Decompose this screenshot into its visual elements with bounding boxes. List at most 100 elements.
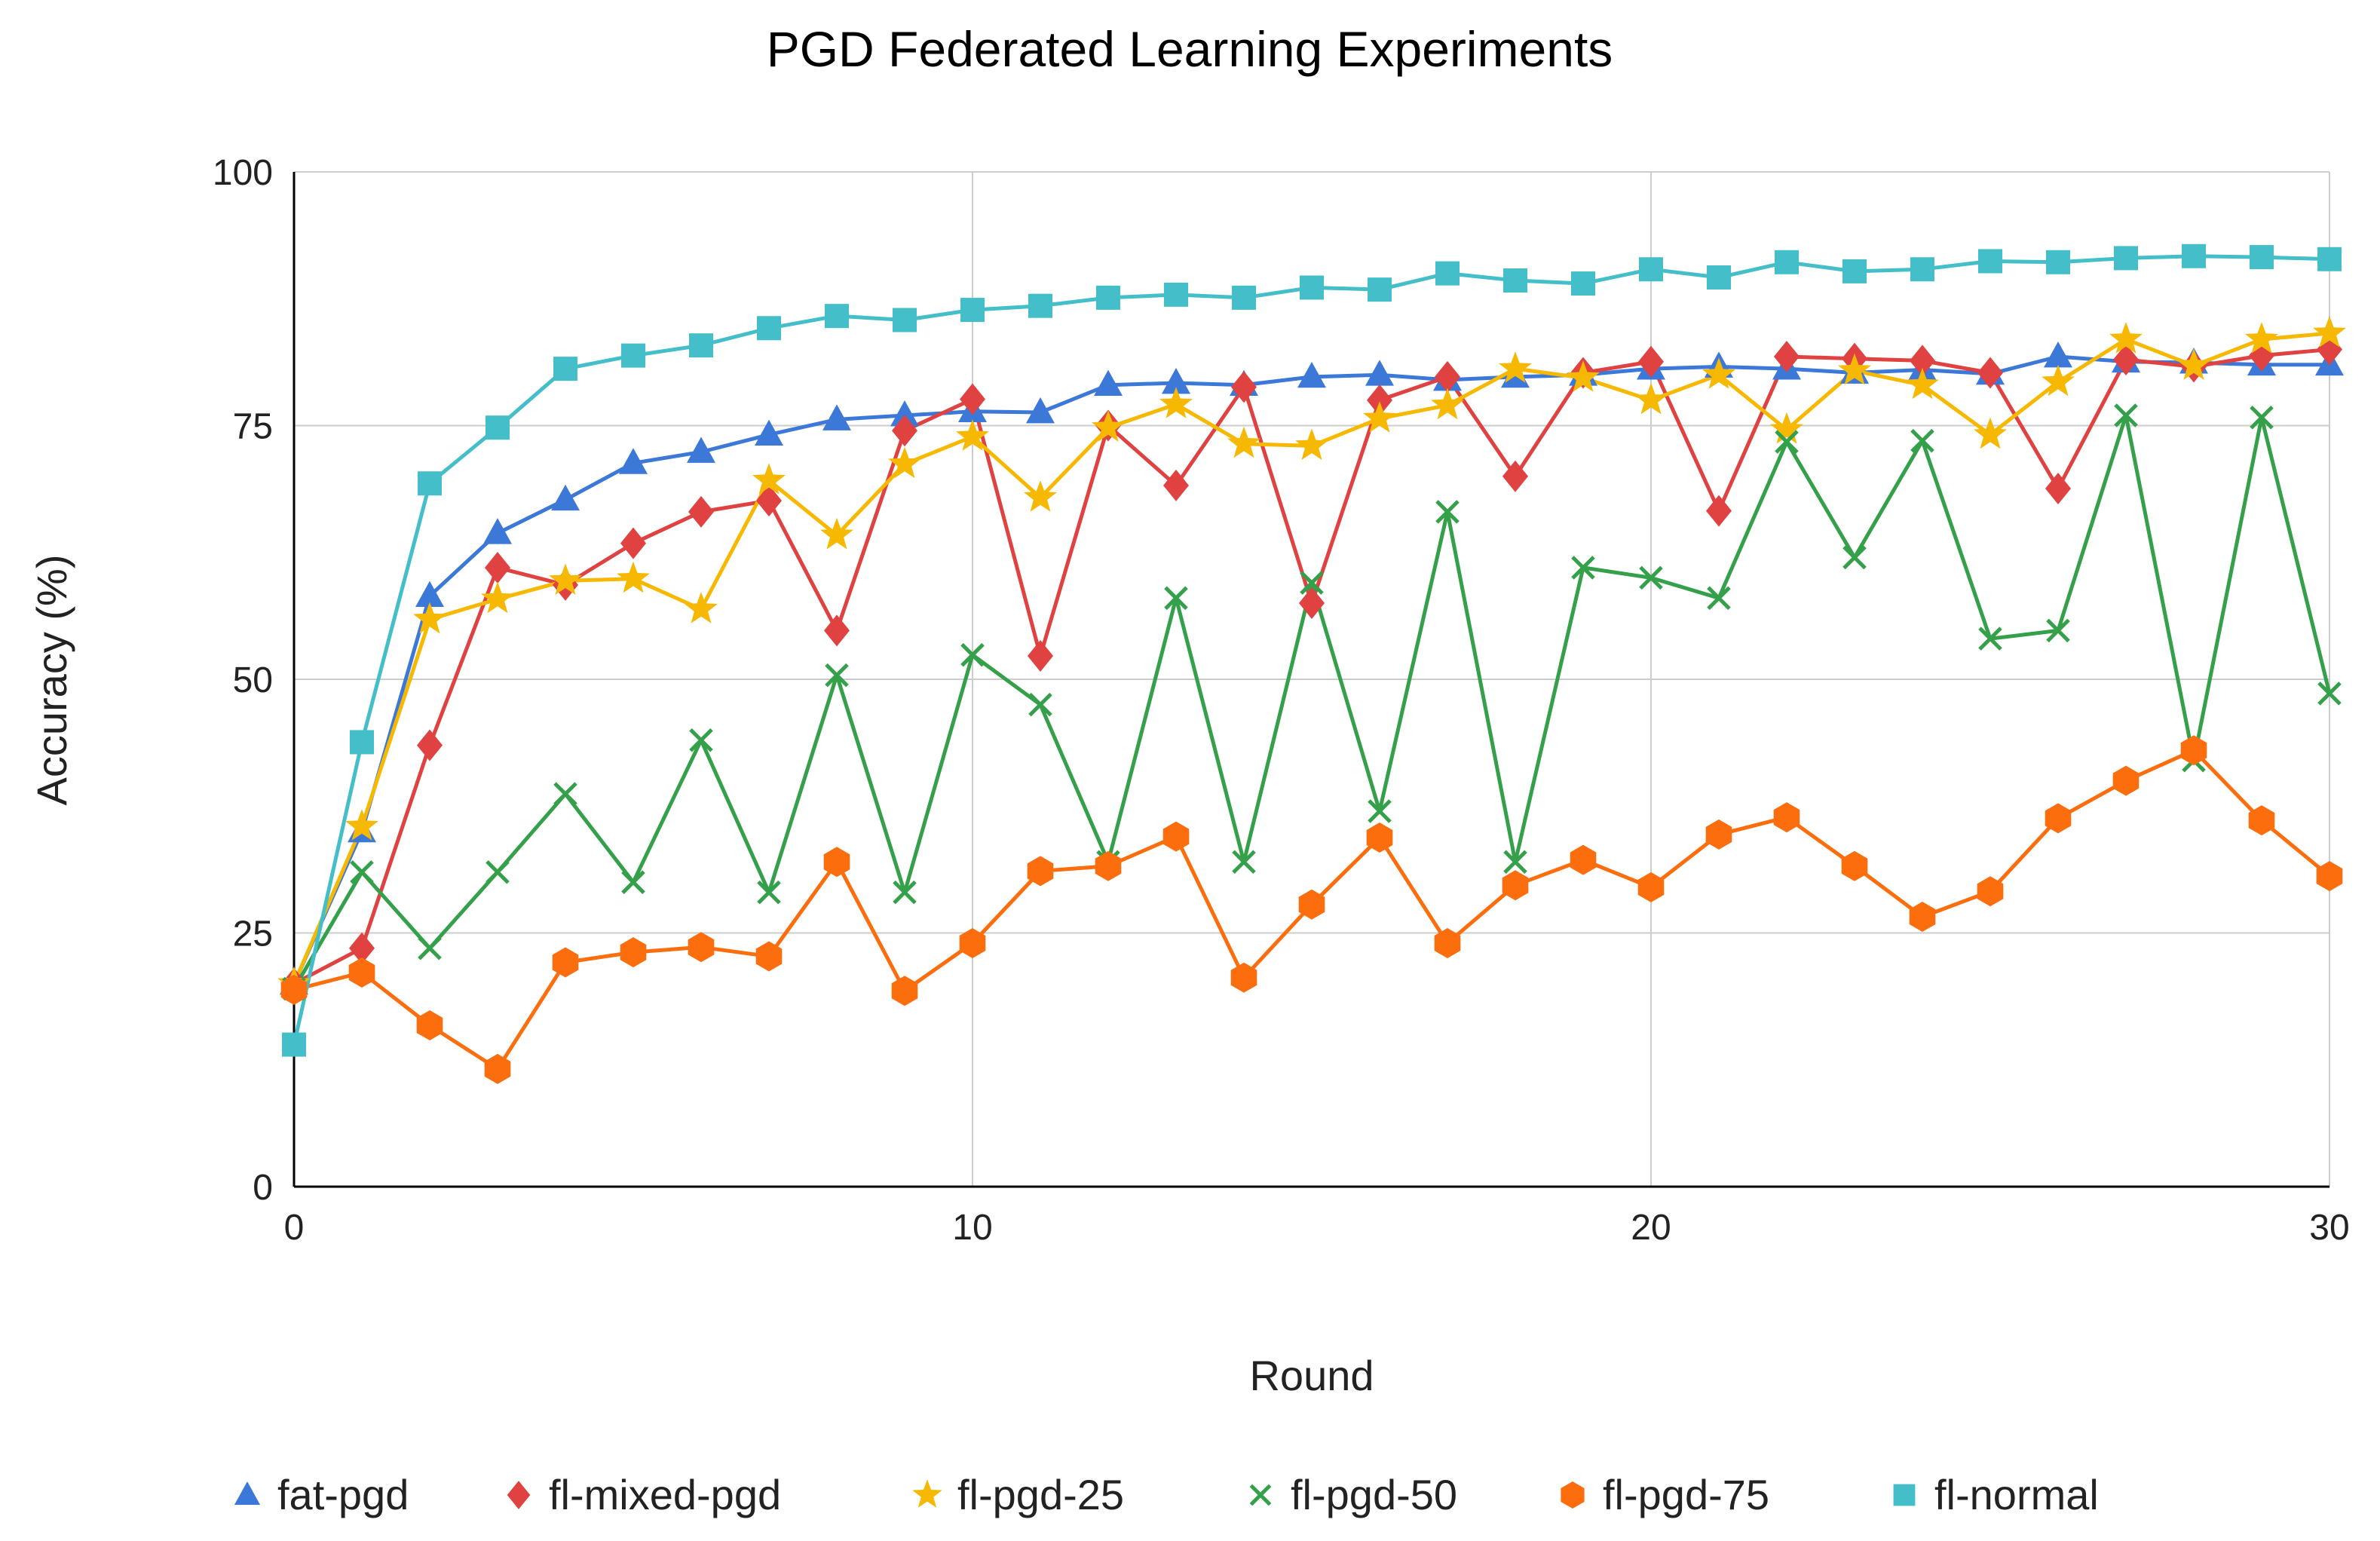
- data-point-fl-pgd-25: [888, 446, 921, 479]
- legend: fat-pgd fl-mixed-pgd fl-pgd-25 fl-pgd-50 fl-…: [234, 1471, 2099, 1518]
- data-point-fl-pgd-50: [960, 642, 985, 667]
- data-point-fl-pgd-50: [1368, 799, 1392, 823]
- data-point-fl-pgd-50: [553, 782, 577, 806]
- data-point-fl-pgd-50-stroke: [1571, 556, 1595, 580]
- data-point-fl-pgd-50: [893, 880, 917, 905]
- data-point-fl-pgd-50-stroke: [1164, 586, 1188, 611]
- x-tick-label: 0: [284, 1208, 305, 1248]
- data-point-fl-normal: [1435, 261, 1460, 286]
- data-point-fl-pgd-50: [757, 880, 781, 905]
- data-point-fl-pgd-75: [1366, 823, 1393, 853]
- legend-label: fl-mixed-pgd: [549, 1471, 781, 1518]
- data-point-fl-pgd-75: [1773, 802, 1800, 833]
- y-axis-title: Accuracy (%): [28, 555, 75, 806]
- data-point-fl-normal: [2182, 244, 2206, 268]
- data-point-fl-normal: [1028, 293, 1052, 318]
- data-point-fl-pgd-25: [1567, 360, 1600, 392]
- data-point-fl-pgd-75: [688, 932, 715, 963]
- data-point-fl-normal: [1164, 282, 1188, 307]
- data-point-fl-pgd-75: [1230, 962, 1257, 993]
- data-point-fl-normal: [1842, 259, 1867, 283]
- data-point-fl-normal: [689, 333, 713, 358]
- data-point-fl-normal: [1368, 277, 1392, 302]
- data-point-fl-pgd-25: [685, 592, 718, 623]
- legend-item-fl-pgd-25: fl-pgd-25: [912, 1471, 1124, 1518]
- data-point-fl-mixed-pgd: [1910, 345, 1935, 377]
- data-point-fl-pgd-75: [1977, 876, 2004, 907]
- data-point-fl-pgd-50-stroke: [621, 870, 645, 894]
- data-point-fl-pgd-25: [1974, 417, 2007, 449]
- data-point-fl-pgd-50-stroke: [418, 936, 442, 960]
- data-point-fat-pgd: [415, 581, 444, 608]
- legend-item-fl-mixed-pgd: fl-mixed-pgd: [507, 1471, 781, 1518]
- data-point-fl-pgd-75: [484, 1053, 511, 1084]
- series-layer: [277, 244, 2346, 1084]
- data-point-fl-pgd-50: [485, 859, 510, 884]
- data-point-fl-normal: [1571, 271, 1595, 296]
- data-point-fl-pgd-75: [552, 947, 579, 978]
- data-point-fl-pgd-25: [2177, 348, 2210, 380]
- data-point-fl-pgd-75: [2248, 805, 2275, 836]
- data-point-fat-pgd: [755, 419, 783, 446]
- data-point-fl-pgd-50: [1435, 500, 1460, 524]
- data-point-fl-pgd-50: [2046, 618, 2070, 643]
- data-point-fl-pgd-50-stroke: [485, 859, 510, 884]
- data-point-fl-mixed-pgd: [1163, 469, 1189, 501]
- data-point-fat-pgd: [1162, 367, 1190, 394]
- data-point-fl-pgd-25: [481, 581, 514, 614]
- data-point-fl-pgd-50: [1164, 586, 1188, 611]
- data-point-fl-pgd-75: [1095, 850, 1122, 881]
- data-point-fl-normal: [1910, 257, 1934, 282]
- data-point-fl-mixed-pgd: [349, 932, 375, 964]
- data-point-fl-pgd-50: [1775, 430, 1799, 454]
- data-point-fl-mixed-pgd: [960, 383, 985, 415]
- legend-marker-fl-normal: [1893, 1484, 1916, 1506]
- data-point-fat-pgd: [890, 400, 919, 427]
- data-point-fl-pgd-75: [891, 976, 918, 1006]
- data-point-fl-pgd-75: [2180, 735, 2207, 766]
- data-point-fl-pgd-50: [689, 728, 713, 752]
- data-point-fl-pgd-25: [2042, 364, 2075, 397]
- data-point-fat-pgd: [1297, 361, 1326, 388]
- data-point-fl-normal: [893, 308, 917, 332]
- data-point-fl-pgd-25: [1159, 387, 1193, 418]
- data-point-fat-pgd: [1026, 397, 1055, 424]
- legend-marker-fl-pgd-50: [1249, 1484, 1272, 1506]
- data-point-fl-pgd-25: [617, 561, 650, 593]
- data-point-fl-pgd-50: [1910, 428, 1934, 453]
- data-point-fl-pgd-25: [1024, 480, 1057, 512]
- data-point-fl-mixed-pgd: [1706, 495, 1732, 527]
- data-point-fl-mixed-pgd: [485, 551, 510, 584]
- data-point-fl-pgd-50: [418, 936, 442, 960]
- data-point-fl-mixed-pgd: [1774, 340, 1800, 372]
- data-point-fl-pgd-75: [823, 847, 850, 878]
- markers-fl-pgd-50: [282, 403, 2342, 1001]
- data-point-fl-normal: [2114, 246, 2138, 271]
- data-point-fl-pgd-25: [1092, 410, 1125, 442]
- data-point-fl-normal: [1978, 249, 2002, 274]
- data-point-fl-pgd-25: [413, 602, 446, 634]
- data-point-fl-pgd-50-stroke: [1842, 545, 1867, 570]
- data-point-fl-mixed-pgd: [1367, 384, 1392, 416]
- chart-title: PGD Federated Learning Experiments: [767, 21, 1613, 77]
- legend-label: fl-pgd-25: [957, 1471, 1124, 1518]
- data-point-fl-pgd-50-stroke: [825, 663, 849, 688]
- data-point-fl-pgd-75: [1502, 870, 1529, 901]
- data-point-fl-pgd-50-stroke: [757, 880, 781, 905]
- data-point-fl-pgd-75: [348, 957, 375, 988]
- data-point-fl-pgd-25: [752, 463, 786, 495]
- data-point-fl-mixed-pgd: [892, 415, 917, 447]
- data-point-fl-pgd-50-stroke: [1300, 571, 1324, 595]
- legend-item-fl-normal: fl-normal: [1893, 1471, 2099, 1518]
- data-point-fl-pgd-50: [2250, 405, 2274, 430]
- y-tick-label: 50: [233, 660, 273, 700]
- data-point-fl-pgd-50: [1232, 850, 1256, 875]
- data-point-fl-normal: [553, 357, 577, 381]
- data-point-fl-pgd-50: [1571, 556, 1595, 580]
- data-point-fl-pgd-50-stroke: [553, 782, 577, 806]
- data-point-fl-pgd-75: [1841, 850, 1868, 881]
- data-point-fl-pgd-75: [416, 1010, 443, 1040]
- legend-item-fat-pgd: fat-pgd: [234, 1471, 409, 1518]
- legend-label: fl-pgd-75: [1603, 1471, 1769, 1518]
- data-point-fl-normal: [1503, 268, 1527, 293]
